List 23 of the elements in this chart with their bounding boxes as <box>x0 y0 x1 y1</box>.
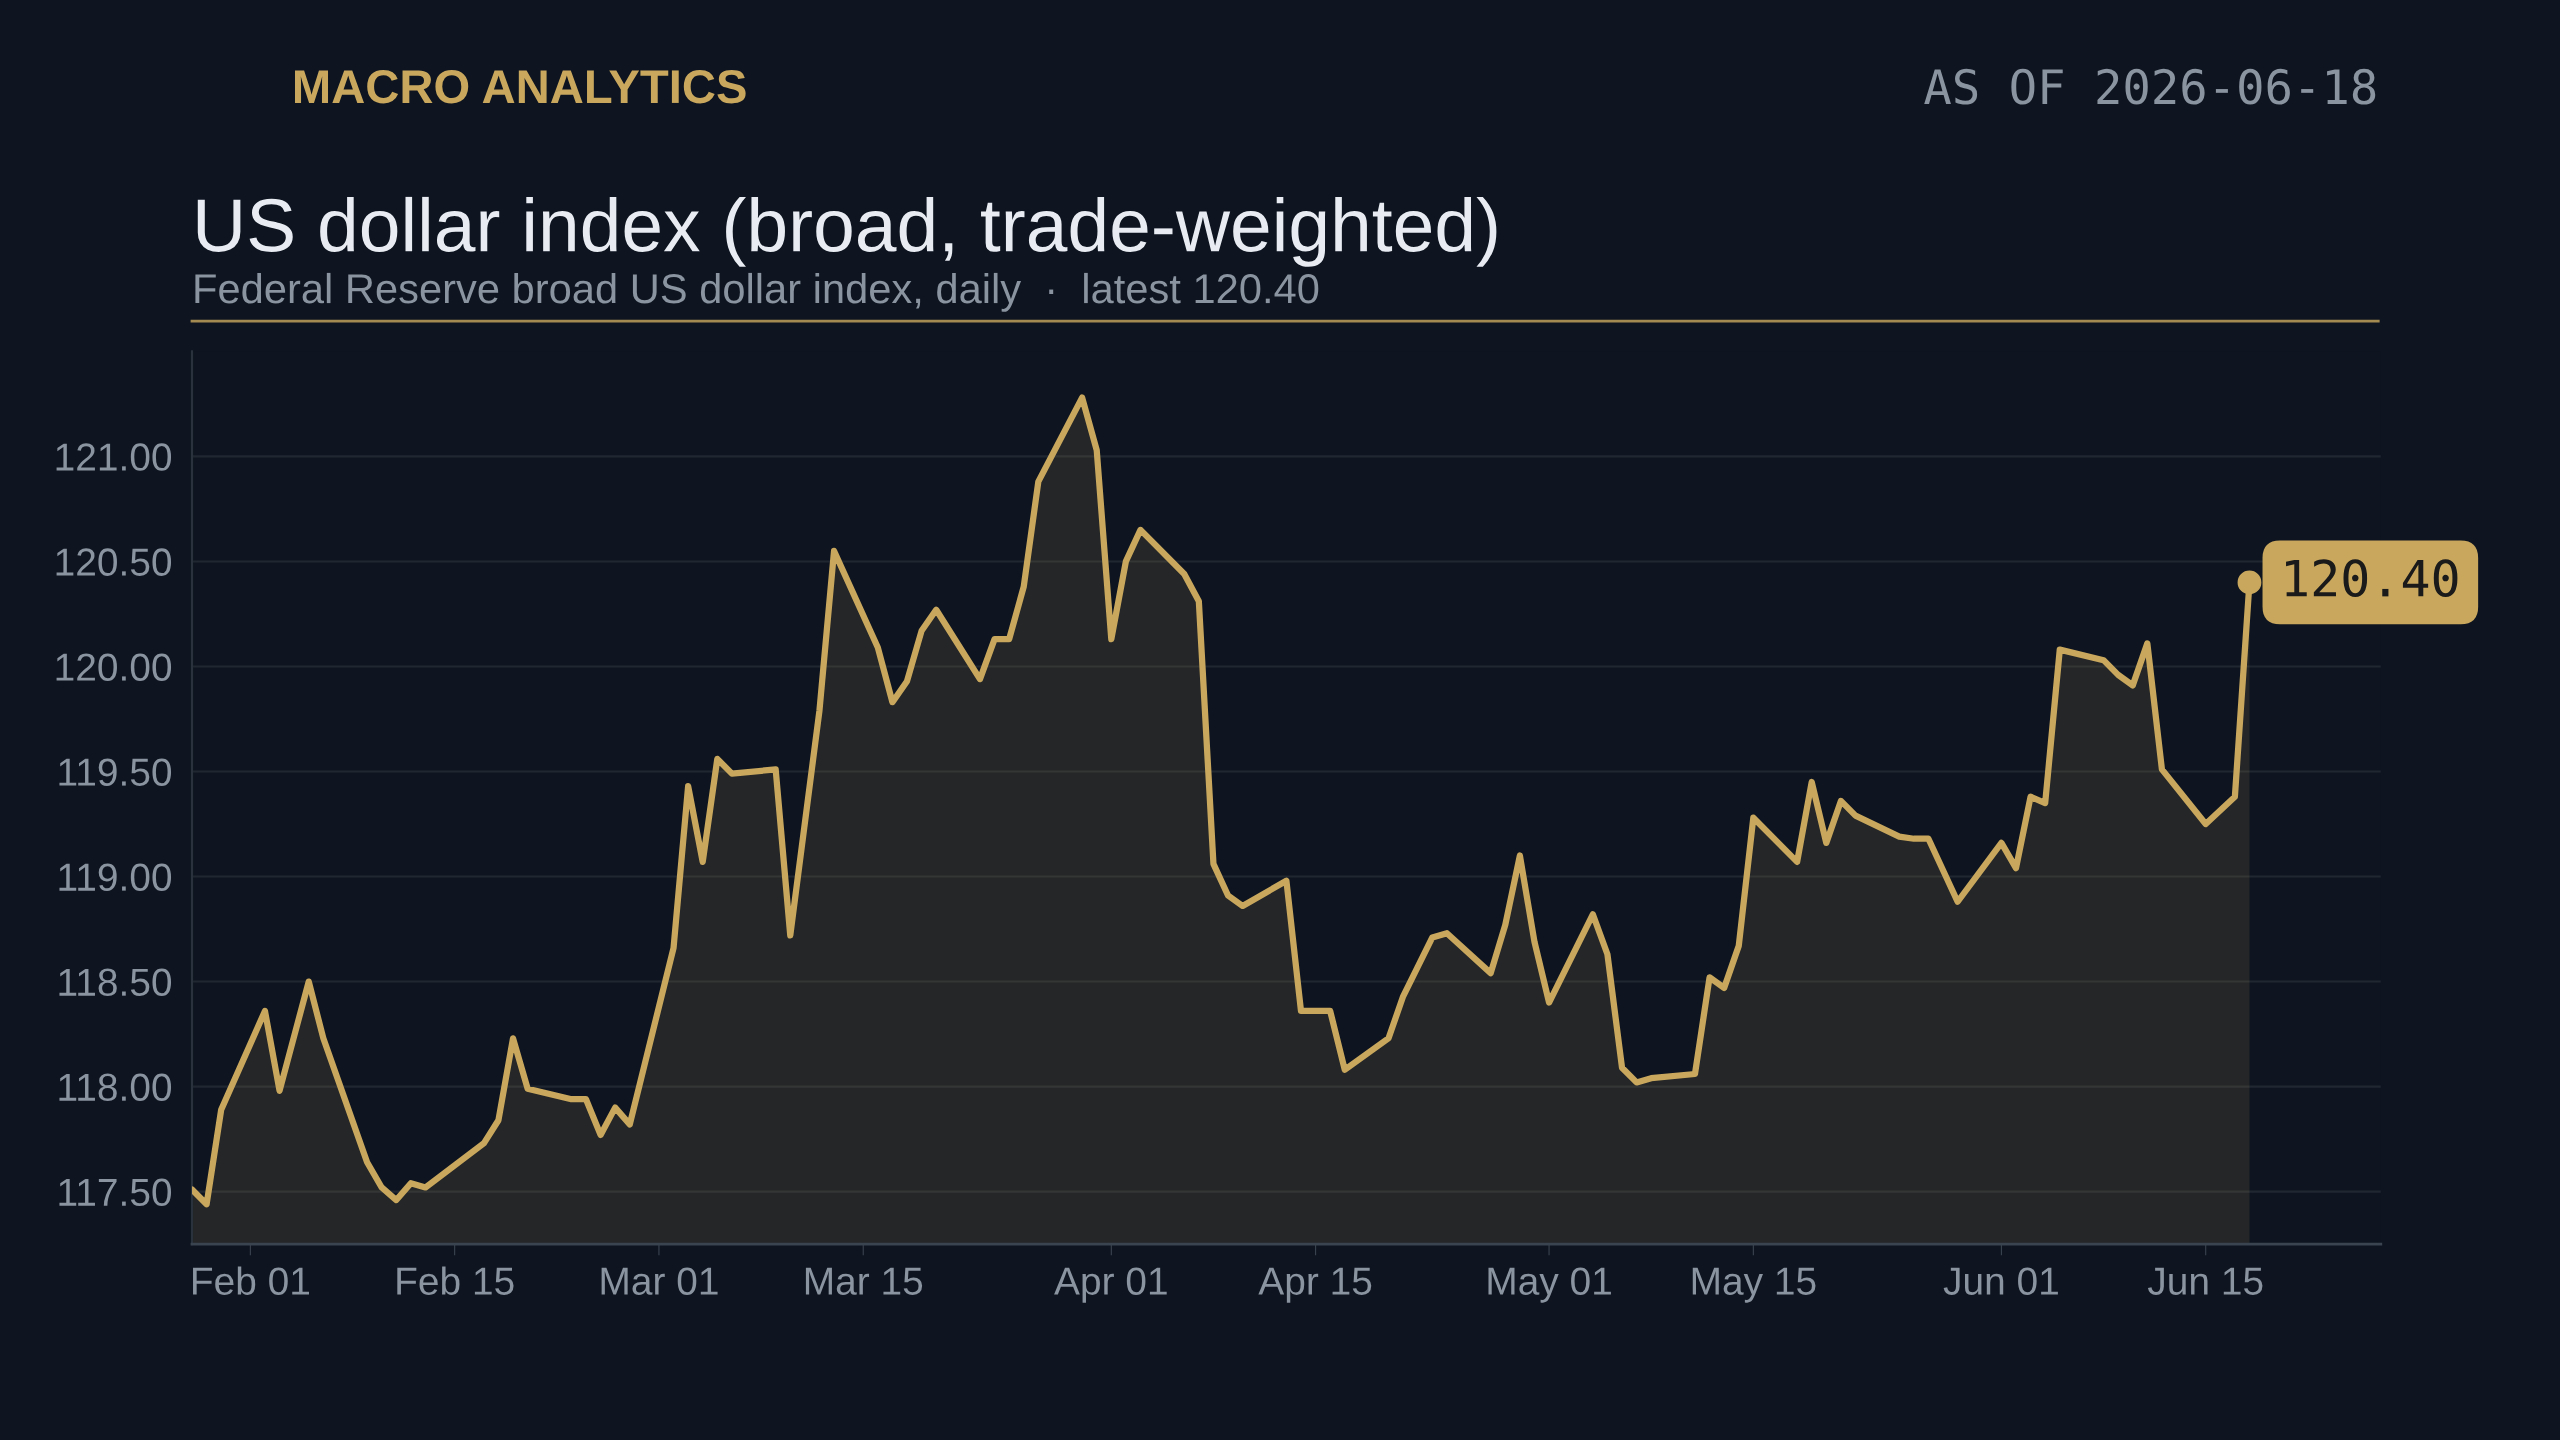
text: AS OF 2026-06-18 <box>1924 68 2376 105</box>
y-tick-label: 118.50 <box>59 968 172 997</box>
y-tick-label: 120.50 <box>56 548 172 576</box>
y-tick-label: 119.50 <box>59 758 172 786</box>
y-tick-label: 117.50 <box>59 1178 172 1207</box>
y-tick-label: 118.00 <box>59 1073 172 1102</box>
x-tick-label: Mar 01 <box>601 1267 718 1295</box>
annotation: 120.40 <box>2286 559 2458 598</box>
x-tick-label: Apr 15 <box>1258 1267 1372 1303</box>
x-tick-label: Feb 01 <box>193 1266 310 1295</box>
y-tick-label: 119.00 <box>59 863 172 892</box>
chart-subtitle: Federal Reserve broad US dollar index, daily · latest 120.40 <box>195 272 1319 312</box>
x-tick-label: May 01 <box>1488 1267 1611 1303</box>
y-tick-label: 121.00 <box>56 443 172 471</box>
x-tick-label: Apr 01 <box>1054 1267 1167 1303</box>
text: MACRO ANALYTICS <box>295 69 746 104</box>
x-tick-label: Feb 15 <box>397 1266 514 1295</box>
x-tick-label: May 15 <box>1692 1267 1816 1303</box>
y-tick-label: 120.00 <box>56 653 172 681</box>
x-tick-label: Jun 15 <box>2147 1267 2263 1295</box>
x-tick-label: Jun 01 <box>1943 1267 2058 1295</box>
x-tick-label: Mar 15 <box>805 1267 923 1295</box>
chart-title: US dollar index (broad, trade-weighted) <box>197 196 1497 267</box>
